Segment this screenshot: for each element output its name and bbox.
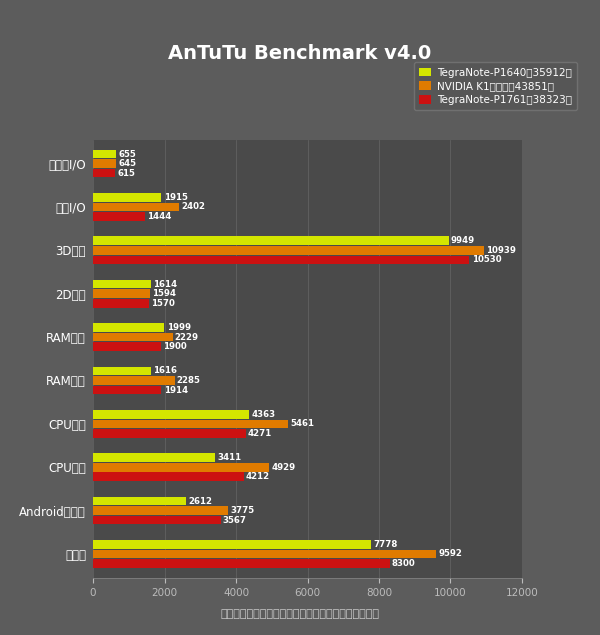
Text: 4212: 4212 — [246, 472, 270, 481]
Text: 2612: 2612 — [188, 497, 212, 505]
Legend: TegraNote-P1640（35912）, NVIDIA K1原型机（43851）, TegraNote-P1761（38323）: TegraNote-P1640（35912）, NVIDIA K1原型机（438… — [413, 62, 577, 110]
Text: 9592: 9592 — [438, 549, 462, 559]
Text: 1999: 1999 — [167, 323, 191, 332]
Bar — [93, 385, 161, 394]
Text: 2229: 2229 — [175, 333, 199, 342]
Bar — [93, 429, 245, 438]
Text: 1915: 1915 — [164, 193, 187, 202]
Bar — [93, 193, 161, 202]
Bar — [93, 497, 187, 505]
Bar — [93, 203, 179, 211]
Text: 1914: 1914 — [164, 385, 188, 394]
Text: 1570: 1570 — [151, 298, 175, 308]
Text: 655: 655 — [119, 149, 136, 159]
Bar — [93, 342, 161, 351]
Text: 615: 615 — [117, 169, 135, 178]
Text: 4929: 4929 — [271, 463, 295, 472]
Bar — [93, 463, 269, 472]
Bar — [93, 376, 175, 385]
Text: 1444: 1444 — [147, 212, 171, 221]
Text: 2285: 2285 — [177, 376, 201, 385]
Bar — [93, 559, 390, 568]
Text: 8300: 8300 — [392, 559, 416, 568]
Bar — [93, 290, 150, 298]
Bar — [93, 516, 221, 525]
Text: 2402: 2402 — [181, 203, 205, 211]
Bar — [93, 150, 116, 158]
Bar — [93, 159, 116, 168]
Bar — [93, 323, 164, 332]
Text: 5461: 5461 — [290, 419, 314, 429]
Bar — [93, 212, 145, 221]
Bar — [93, 410, 249, 418]
Text: 4363: 4363 — [251, 410, 275, 419]
Bar — [93, 169, 115, 177]
Bar — [93, 333, 173, 342]
Text: 1616: 1616 — [153, 366, 177, 375]
Bar — [93, 420, 288, 428]
Bar — [93, 236, 449, 245]
Text: 1594: 1594 — [152, 289, 176, 298]
Bar — [93, 246, 484, 255]
Text: 10939: 10939 — [486, 246, 516, 255]
Text: 1900: 1900 — [163, 342, 187, 351]
Text: 3411: 3411 — [217, 453, 241, 462]
Text: 3775: 3775 — [230, 506, 254, 515]
Bar — [93, 255, 469, 264]
Text: 注：新机得分为即时数据，对比机型的成绩为检测均值: 注：新机得分为即时数据，对比机型的成绩为检测均值 — [221, 609, 380, 619]
Text: 645: 645 — [118, 159, 136, 168]
Bar — [93, 506, 228, 515]
Text: 1614: 1614 — [153, 279, 177, 289]
Text: 9949: 9949 — [451, 236, 475, 245]
Text: 3567: 3567 — [223, 516, 247, 525]
Bar — [93, 472, 244, 481]
Bar — [93, 550, 436, 558]
Text: AnTuTu Benchmark v4.0: AnTuTu Benchmark v4.0 — [169, 44, 431, 64]
Bar — [93, 366, 151, 375]
Bar — [93, 453, 215, 462]
Bar — [93, 299, 149, 307]
Bar — [93, 540, 371, 549]
Bar — [93, 280, 151, 288]
Text: 10530: 10530 — [472, 255, 501, 264]
Text: 7778: 7778 — [373, 540, 398, 549]
Text: 4271: 4271 — [248, 429, 272, 438]
